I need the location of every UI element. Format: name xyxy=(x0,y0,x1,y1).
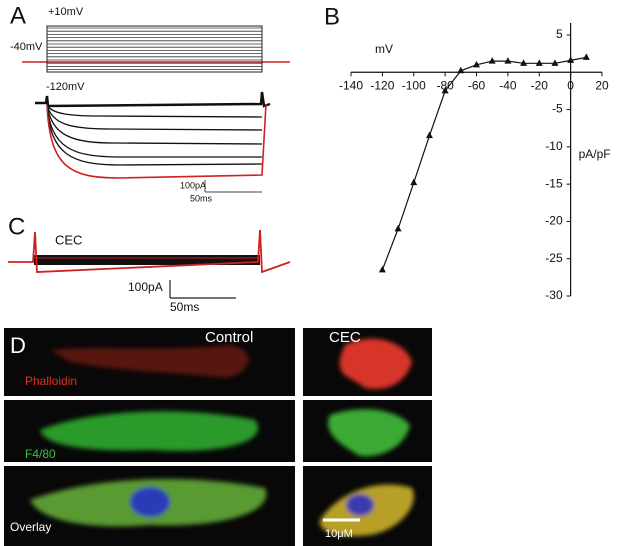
scale-label: 10μM xyxy=(325,528,353,540)
scale-bar xyxy=(169,280,236,299)
y-axis-label: pA/pF xyxy=(579,147,611,161)
data-point xyxy=(394,224,402,232)
row-label: Phalloidin xyxy=(25,374,77,388)
scale-label: 100pA xyxy=(128,280,163,294)
x-axis-label: mV xyxy=(375,42,393,56)
data-point xyxy=(551,59,559,66)
row-label: Overlay xyxy=(10,520,51,534)
current-traces xyxy=(8,229,291,274)
data-point xyxy=(535,59,543,66)
x-tick-label: -120 xyxy=(370,78,394,92)
row-label: F4/80 xyxy=(25,447,56,461)
voltage-label: +10mV xyxy=(48,6,84,18)
x-tick-label: -20 xyxy=(531,78,549,92)
scale-label: 100pA xyxy=(180,180,206,190)
data-line xyxy=(381,56,587,271)
scale-bar xyxy=(204,180,262,193)
data-point xyxy=(457,66,465,74)
iv-chart: -140 -120 -100 -80 -60 -40 -20 0 20 5 -5 -10 -15 -20 -… xyxy=(339,23,611,302)
micrographs xyxy=(0,326,624,546)
data-point xyxy=(425,131,433,139)
data-point xyxy=(567,56,575,63)
column-label: Control xyxy=(205,329,253,346)
data-point xyxy=(488,57,496,64)
y-tick-label: -30 xyxy=(545,288,563,302)
voltage-label: -40mV xyxy=(10,41,43,53)
voltage-label: -120mV xyxy=(46,81,85,93)
data-point xyxy=(582,53,590,60)
panel-letter: A xyxy=(10,2,26,29)
column-label: CEC xyxy=(329,329,361,346)
x-tick-label: 20 xyxy=(595,78,609,92)
x-tick-label: -140 xyxy=(339,78,363,92)
panel-letter: D xyxy=(10,333,26,358)
panel-letter: B xyxy=(324,3,340,30)
x-tick-label: 0 xyxy=(567,78,574,92)
scale-label: 50ms xyxy=(190,193,213,203)
current-traces xyxy=(35,91,271,179)
data-point xyxy=(520,59,528,66)
data-point xyxy=(441,86,449,94)
y-tick-label: -15 xyxy=(545,176,563,190)
scale-label: 50ms xyxy=(170,300,199,314)
x-tick-label: -80 xyxy=(436,78,454,92)
x-tick-label: -100 xyxy=(402,78,426,92)
y-tick-label: -10 xyxy=(545,139,563,153)
data-point xyxy=(473,60,480,68)
y-tick-label: -25 xyxy=(545,251,563,265)
y-tick-label: -20 xyxy=(545,214,563,228)
y-tick-label: -5 xyxy=(552,102,563,116)
voltage-protocol xyxy=(22,25,290,73)
condition-label: CEC xyxy=(55,232,82,247)
data-point xyxy=(410,178,418,186)
data-point xyxy=(378,265,386,273)
x-tick-label: -40 xyxy=(499,78,517,92)
panel-letter: C xyxy=(8,213,25,240)
data-point xyxy=(504,57,512,64)
x-tick-label: -60 xyxy=(468,78,486,92)
y-tick-label: 5 xyxy=(556,27,563,41)
